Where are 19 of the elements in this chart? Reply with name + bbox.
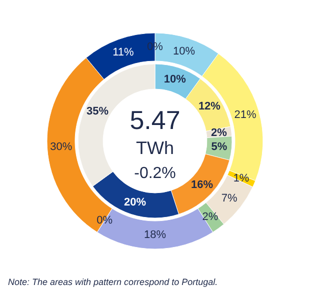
data-label: 16% [191,179,214,192]
data-label: 35% [86,106,109,118]
text: TWh [136,138,174,158]
data-label: 7% [221,192,238,205]
data-label: 30% [50,140,72,153]
data-label: 2% [202,211,218,224]
data-label: 10% [173,46,196,58]
data-label: 2% [211,126,228,139]
text: Note: The areas with pattern correspond to Portugal. [8,277,218,287]
data-label: 20% [124,196,146,208]
data-label: 21% [234,108,256,121]
data-label: 18% [144,229,166,241]
data-label: 11% [112,46,134,59]
data-label: 12% [198,100,221,112]
text: 0% [147,41,163,53]
data-label: 10% [164,74,186,86]
text: 5.47 [130,105,180,135]
text: -0.2% [134,165,176,182]
data-label: 5% [211,141,228,154]
